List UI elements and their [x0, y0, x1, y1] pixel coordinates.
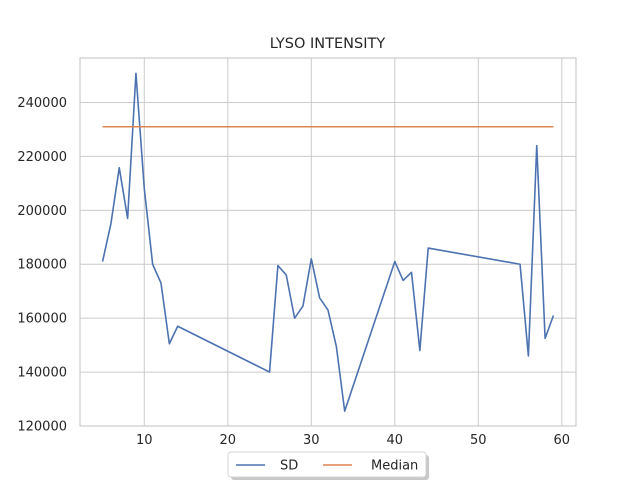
x-tick-label: 60: [554, 433, 571, 448]
x-axis: 10 20 30 40 50 60: [136, 433, 570, 448]
grid: [80, 58, 576, 427]
y-tick-label: 180000: [17, 258, 67, 273]
chart-title: LYSO INTENSITY: [270, 36, 386, 52]
x-tick-label: 40: [387, 433, 404, 448]
x-tick-label: 50: [470, 433, 487, 448]
y-tick-label: 200000: [17, 204, 67, 219]
x-tick-label: 10: [136, 433, 153, 448]
plot-frame: [79, 57, 577, 427]
y-tick-label: 120000: [17, 420, 67, 435]
series-group: [101, 72, 555, 412]
x-tick-label: 20: [220, 433, 237, 448]
y-tick-label: 140000: [17, 366, 67, 381]
y-tick-label: 240000: [17, 96, 67, 111]
plot-border: [79, 57, 577, 427]
y-tick-label: 220000: [17, 150, 67, 165]
legend-label-median: Median: [371, 459, 418, 474]
x-tick-label: 30: [303, 433, 320, 448]
legend-label-sd: SD: [280, 459, 298, 474]
y-tick-label: 160000: [17, 312, 67, 327]
series-line-sd: [101, 72, 555, 412]
y-axis: 120000 140000 160000 180000 200000 220000 2400…: [17, 96, 67, 435]
legend: SD Median: [227, 451, 429, 480]
